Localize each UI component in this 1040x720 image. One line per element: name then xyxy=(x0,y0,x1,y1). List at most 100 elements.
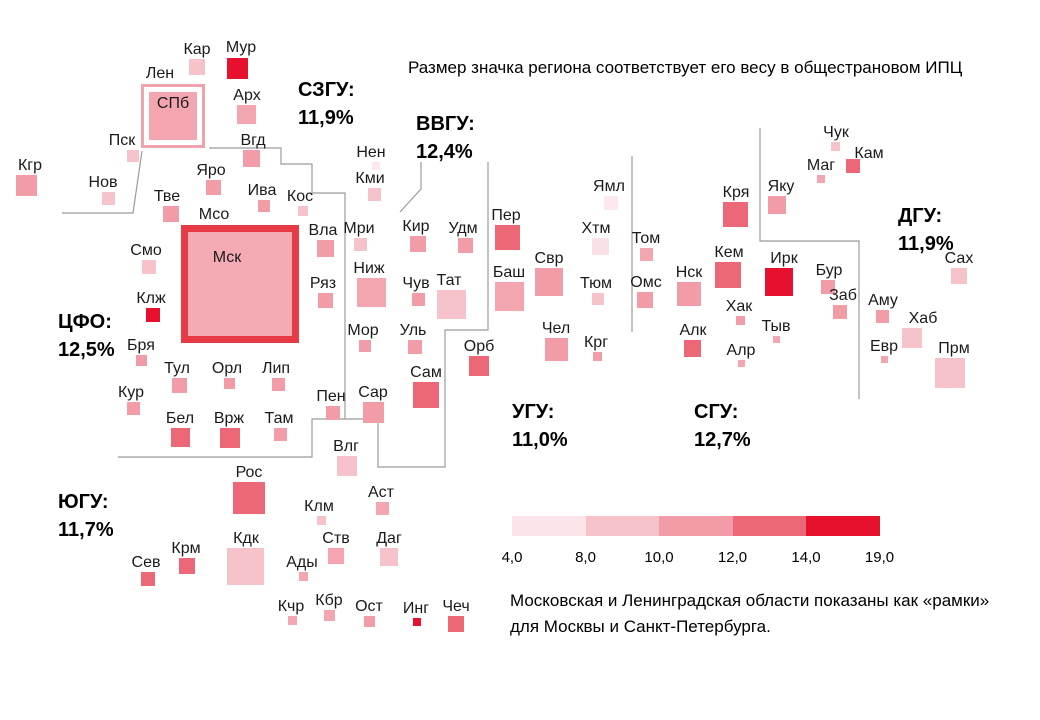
region-tile xyxy=(817,175,825,183)
region-tile xyxy=(592,293,604,305)
region-label: Нен xyxy=(356,144,386,161)
boundary-line xyxy=(759,128,860,399)
region-label: Тыв xyxy=(761,318,791,335)
district-label: УГУ: 11,0% xyxy=(512,401,568,451)
region-label: Яку xyxy=(767,178,795,195)
region-tile xyxy=(227,548,264,585)
region-label: Кам xyxy=(854,145,884,162)
region-tile xyxy=(821,280,835,294)
region-tile xyxy=(224,378,235,389)
region-tile xyxy=(299,572,308,581)
region-tile xyxy=(380,548,398,566)
frames-footnote-line1: Московская и Ленинградская области показ… xyxy=(510,591,990,610)
region-label: Ады xyxy=(286,554,318,571)
region-label: Кря xyxy=(722,184,750,201)
region-tile xyxy=(233,482,265,514)
region-tile xyxy=(736,316,745,325)
region-label: Омс xyxy=(630,274,662,291)
region-label: Яро xyxy=(196,162,226,179)
region-tile xyxy=(833,305,847,319)
region-label: Ирк xyxy=(770,250,798,267)
region-label: Ряз xyxy=(309,275,337,292)
region-label: Аму xyxy=(868,292,898,309)
region-label: Свр xyxy=(534,250,564,267)
region-label: Арх xyxy=(233,87,261,104)
legend-tick: 10,0 xyxy=(644,549,674,566)
legend-segment xyxy=(732,516,806,536)
region-label: Кми xyxy=(355,170,385,187)
region-tile xyxy=(324,610,335,621)
region-tile xyxy=(412,293,425,306)
region-label: Клж xyxy=(136,290,166,307)
region-tile xyxy=(206,180,221,195)
region-label: Сев xyxy=(131,554,161,571)
region-label: Тюм xyxy=(580,275,612,292)
region-label: СПб xyxy=(156,95,190,112)
region-tile xyxy=(172,378,187,393)
boundary-line xyxy=(62,150,143,214)
legend-segment xyxy=(659,516,733,536)
region-tile xyxy=(163,206,179,222)
region-tile xyxy=(593,352,602,361)
region-tile xyxy=(354,238,367,251)
size-note: Размер значка региона соответствует его … xyxy=(408,58,963,77)
region-label: Нск xyxy=(675,264,703,281)
region-label: Рос xyxy=(235,464,263,481)
region-label: Ост xyxy=(355,598,383,615)
region-tile xyxy=(413,382,439,408)
region-tile xyxy=(640,248,653,261)
region-label: Мор xyxy=(347,322,379,339)
region-label: Том xyxy=(631,230,661,247)
region-tile xyxy=(765,268,793,296)
region-label: Ямл xyxy=(593,178,625,195)
region-tile xyxy=(149,92,197,140)
region-tile xyxy=(637,292,653,308)
region-label: Кир xyxy=(402,218,430,235)
boundary-line xyxy=(118,147,346,458)
region-tile xyxy=(592,238,609,255)
region-tile xyxy=(902,328,922,348)
region-tile xyxy=(363,402,384,423)
region-tile xyxy=(545,338,568,361)
region-label: Орл xyxy=(211,360,243,377)
region-label: Кем xyxy=(714,244,744,261)
region-label: Тат xyxy=(436,272,462,289)
region-tile xyxy=(318,293,333,308)
region-label: Клм xyxy=(304,498,334,515)
region-tile xyxy=(237,105,256,124)
region-label: Бря xyxy=(127,337,155,354)
region-label: Лип xyxy=(261,360,291,377)
region-tile xyxy=(220,428,240,448)
region-tile xyxy=(181,225,299,343)
region-tile xyxy=(846,159,860,173)
region-tile xyxy=(189,59,205,75)
region-label: Пен xyxy=(316,388,346,405)
region-tile xyxy=(317,240,334,257)
region-tile xyxy=(951,268,967,284)
region-label: Крм xyxy=(171,540,201,557)
region-label: Влг xyxy=(333,438,359,455)
region-label: Кос xyxy=(286,188,314,205)
region-label: Ниж xyxy=(353,260,385,277)
region-label: Удм xyxy=(448,220,478,237)
district-label: ЦФО: 12,5% xyxy=(58,311,115,361)
region-label: Прм xyxy=(938,340,970,357)
boundary-line xyxy=(399,162,422,213)
region-label: Аст xyxy=(368,484,394,501)
region-tile xyxy=(328,548,344,564)
region-label: Бел xyxy=(165,410,195,427)
region-tile xyxy=(723,202,748,227)
region-tile xyxy=(876,310,889,323)
region-label: Мри xyxy=(343,220,375,237)
region-label: Маг xyxy=(806,157,836,174)
region-label: Чув xyxy=(402,275,430,292)
region-label: Баш xyxy=(492,264,526,281)
region-tile xyxy=(171,428,190,447)
region-tile xyxy=(274,428,287,441)
region-label: Сар xyxy=(358,384,388,401)
district-label: ДГУ: 11,9% xyxy=(898,205,954,255)
region-tile xyxy=(146,308,160,322)
region-label: Чеч xyxy=(442,598,470,615)
region-tile xyxy=(127,150,139,162)
